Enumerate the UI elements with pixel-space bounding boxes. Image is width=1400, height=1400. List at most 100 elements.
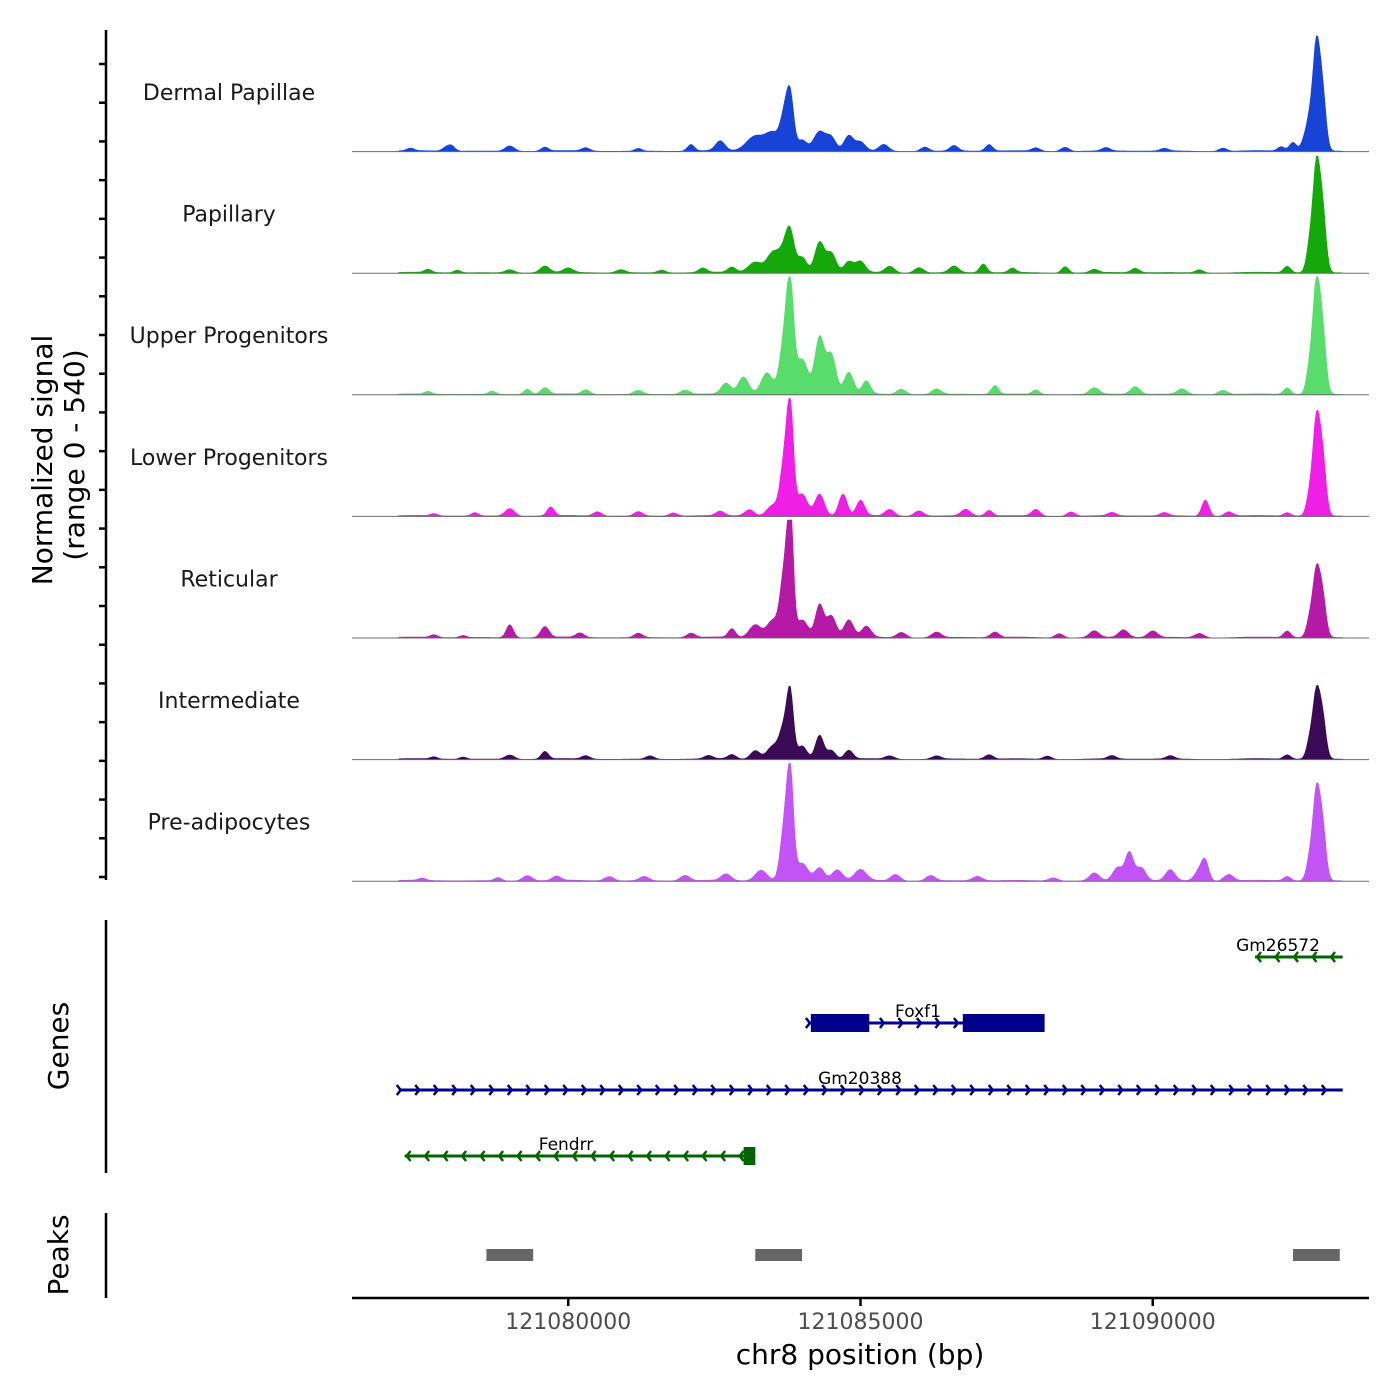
strand-arrow [897, 1017, 904, 1029]
gene-foxf1: Foxf1 [804, 1002, 1045, 1032]
signal-area [398, 155, 1343, 274]
track-pre-adipocytes: Pre-adipocytes [148, 762, 1369, 882]
strand-arrow [1310, 951, 1318, 963]
signal-area [398, 398, 1343, 517]
signal-area [398, 762, 1343, 882]
strand-arrow [710, 1084, 717, 1096]
track-upper-progenitors: Upper Progenitors [130, 276, 1369, 396]
strand-arrow [1172, 1084, 1180, 1096]
strand-arrow [839, 1084, 847, 1096]
strand-arrow [1154, 1084, 1161, 1096]
strand-arrow [765, 1084, 773, 1096]
peaks-title: Peaks [42, 1214, 75, 1295]
strand-arrow [913, 1084, 921, 1096]
strand-arrow [934, 1017, 941, 1029]
gene-exon [810, 1014, 870, 1032]
strand-arrow [636, 1084, 643, 1096]
strand-arrow [1209, 1084, 1217, 1096]
strand-arrow [479, 1150, 486, 1162]
strand-arrow [525, 1084, 532, 1096]
strand-arrow [590, 1150, 597, 1162]
strand-arrow [1302, 1084, 1309, 1096]
peak-regions [486, 1249, 1340, 1261]
track-intermediate: Intermediate [158, 684, 1369, 761]
strand-arrow [617, 1084, 625, 1096]
strand-arrow [747, 1084, 754, 1096]
strand-arrow [932, 1084, 939, 1096]
strand-arrow [1292, 951, 1300, 963]
strand-arrow [1246, 1084, 1254, 1096]
gene-fendrr: Fendrr [404, 1135, 756, 1165]
strand-arrow [543, 1084, 551, 1096]
track-label: Intermediate [158, 689, 300, 714]
strand-arrow [1024, 1084, 1032, 1096]
peak-region [486, 1249, 534, 1261]
track-label: Papillary [182, 203, 276, 228]
signal-y-title: Normalized signal [26, 335, 59, 586]
strand-arrow [488, 1084, 495, 1096]
strand-arrow [1329, 951, 1337, 963]
strand-arrow [460, 1150, 468, 1162]
genes-title: Genes [42, 1002, 75, 1090]
strand-arrow [1273, 951, 1281, 963]
strand-arrow [1117, 1084, 1124, 1096]
strand-arrow [802, 1084, 810, 1096]
track-lower-progenitors: Lower Progenitors [130, 398, 1369, 517]
strand-arrow [950, 1084, 958, 1096]
strand-arrow [784, 1084, 791, 1096]
strand-arrow [682, 1150, 690, 1162]
strand-arrow [1098, 1084, 1106, 1096]
strand-arrow [423, 1150, 431, 1162]
gene-gm20388: Gm20388 [395, 1069, 1343, 1096]
strand-arrow [895, 1084, 902, 1096]
strand-arrow [1135, 1084, 1143, 1096]
strand-arrow [701, 1150, 708, 1162]
track-label: Upper Progenitors [130, 324, 329, 349]
strand-arrow [1043, 1084, 1050, 1096]
strand-arrow [395, 1084, 403, 1096]
strand-arrow [451, 1084, 458, 1096]
strand-arrow [876, 1084, 884, 1096]
strand-arrow [580, 1084, 588, 1096]
signal-tracks: Dermal Papillae Papillary Upper Progenitor… [130, 35, 1369, 882]
strand-arrow [969, 1084, 976, 1096]
strand-arrow [987, 1084, 995, 1096]
track-label: Lower Progenitors [130, 446, 328, 471]
strand-arrow [738, 1150, 745, 1162]
x-ticks: 121080000 121085000 121090000 [505, 1298, 1216, 1335]
signal-area [398, 276, 1343, 396]
strand-arrow [915, 1017, 923, 1029]
x-tick-label: 121090000 [1090, 1310, 1216, 1335]
gene-exon [962, 1014, 1045, 1032]
strand-arrow [728, 1084, 736, 1096]
signal-y-ticks [99, 62, 106, 879]
x-tick-label: 121085000 [798, 1310, 924, 1335]
strand-arrow [719, 1150, 727, 1162]
strand-arrow [571, 1150, 579, 1162]
strand-arrow [858, 1084, 865, 1096]
strand-arrow [414, 1084, 421, 1096]
strand-arrow [627, 1150, 634, 1162]
strand-arrow [608, 1150, 616, 1162]
gene-label: Fendrr [539, 1135, 594, 1155]
gene-label: Gm26572 [1236, 936, 1320, 956]
strand-arrow [516, 1150, 523, 1162]
strand-arrow [1006, 1084, 1013, 1096]
strand-arrow [506, 1084, 514, 1096]
strand-arrow [878, 1017, 886, 1029]
gene-annotations: Gm26572 Foxf1 Gm20388 Fendrr [395, 936, 1343, 1165]
track-dermal-papillae: Dermal Papillae [143, 35, 1369, 153]
strand-arrow [691, 1084, 699, 1096]
signal-y-range: (range 0 - 540) [58, 349, 91, 560]
peak-region [755, 1249, 803, 1261]
strand-arrow [645, 1150, 653, 1162]
strand-arrow [673, 1084, 680, 1096]
strand-arrow [1255, 951, 1263, 963]
x-axis-title: chr8 position (bp) [736, 1338, 985, 1371]
strand-arrow [1061, 1084, 1069, 1096]
strand-arrow [1228, 1084, 1235, 1096]
signal-area [398, 519, 1343, 639]
strand-arrow [1320, 1084, 1328, 1096]
strand-arrow [821, 1084, 828, 1096]
